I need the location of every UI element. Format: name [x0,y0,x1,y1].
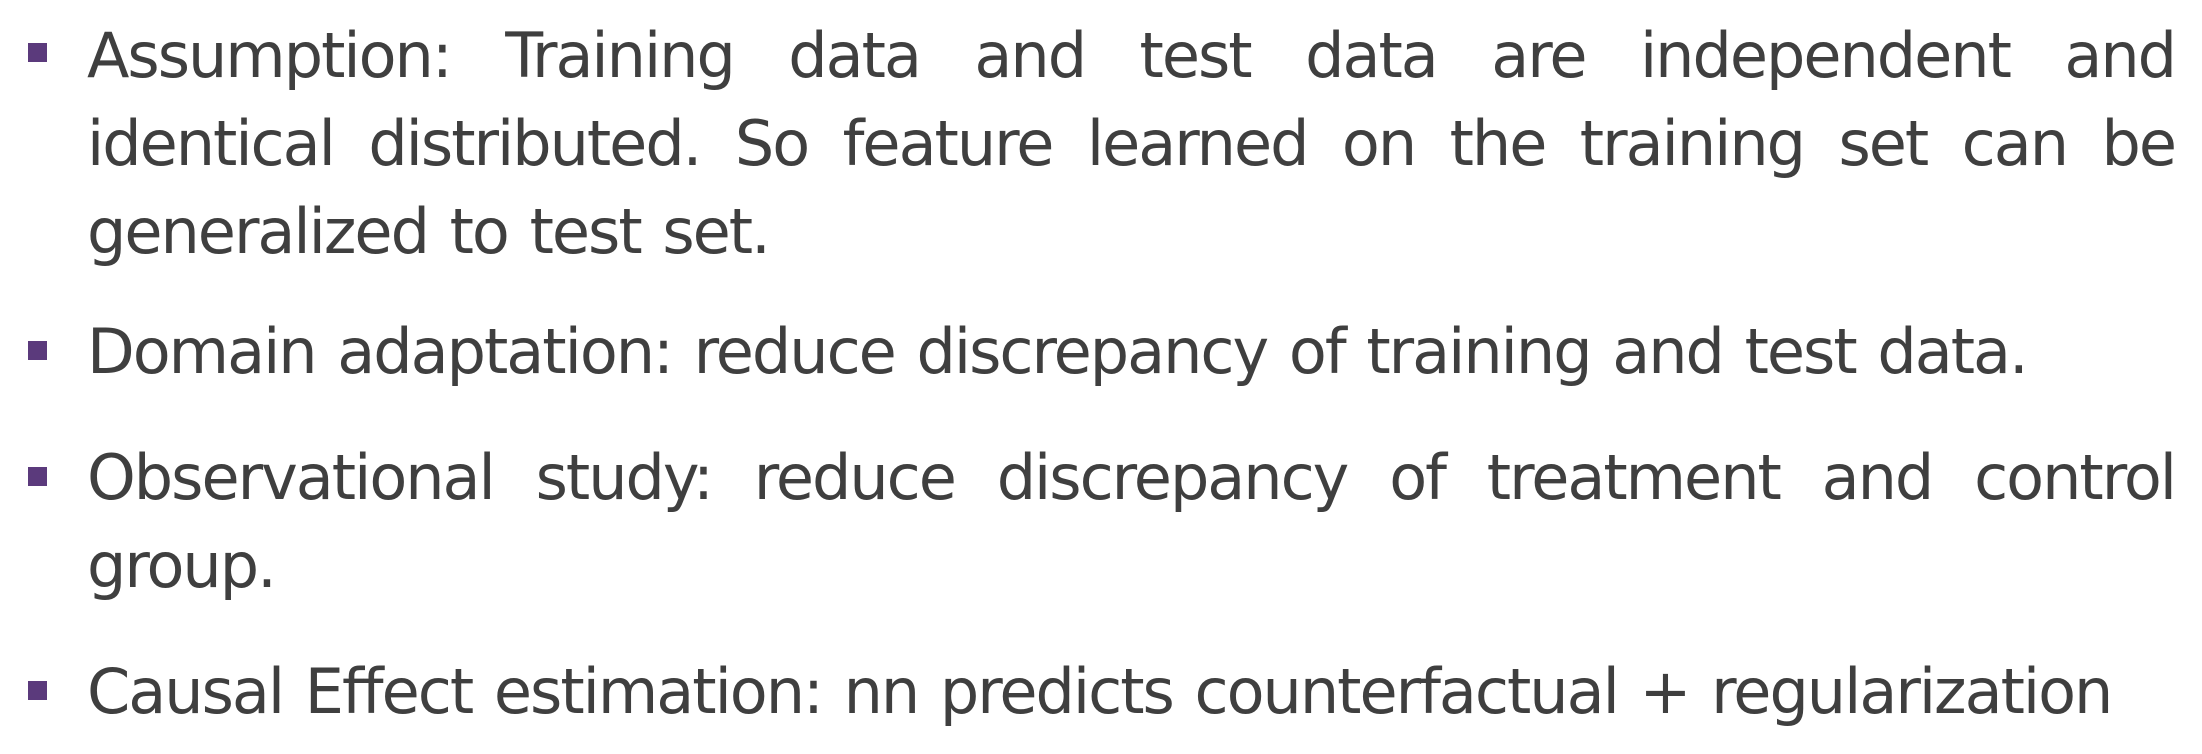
square-bullet-icon [28,681,47,700]
square-bullet-icon [28,467,47,486]
bullet-text: Assumption: Training data and test data … [87,19,2177,268]
square-bullet-icon [28,43,47,62]
bullet-text: Domain adaptation: reduce discrepancy of… [87,315,2029,388]
bullet-text: Observational study: reduce discrepancy … [87,441,2177,602]
square-bullet-icon [28,341,47,360]
bullet-text: Causal Effect estimation: nn predicts co… [87,655,2113,728]
